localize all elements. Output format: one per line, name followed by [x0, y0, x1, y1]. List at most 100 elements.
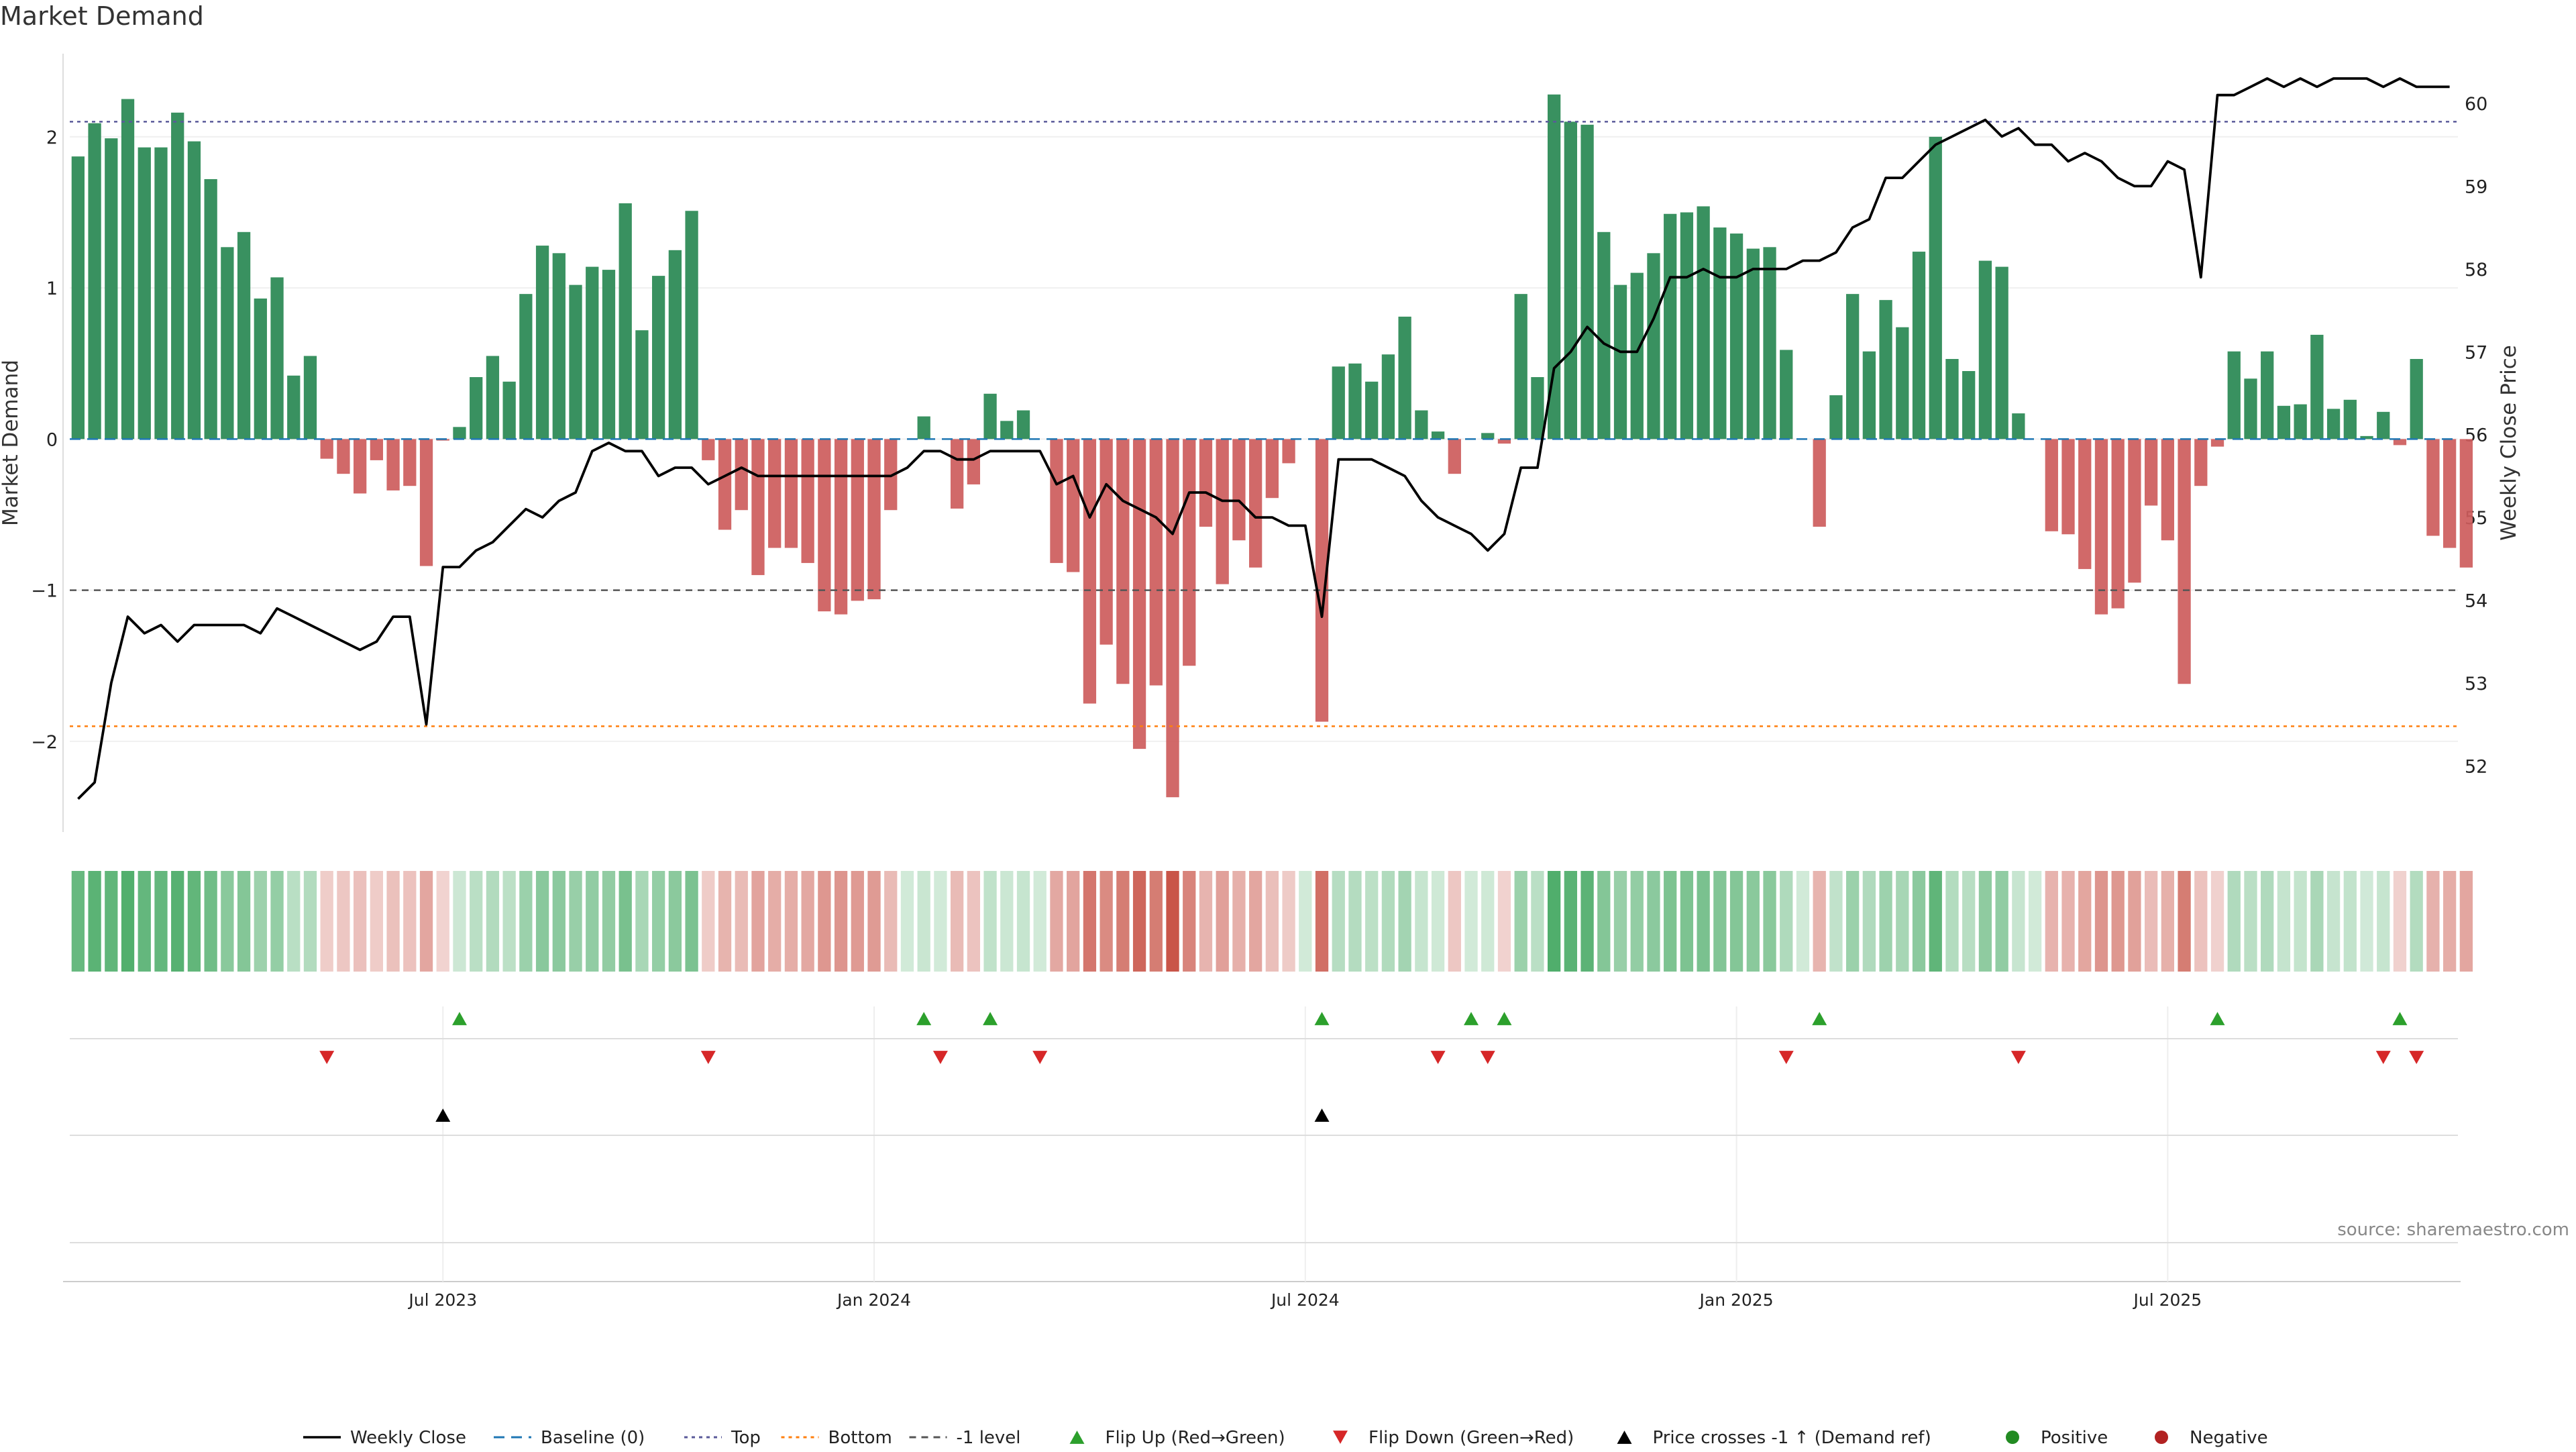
heat-strip-cell — [1265, 871, 1279, 972]
heat-strip-cell — [1547, 871, 1561, 972]
legend-item: Negative — [2155, 1428, 2268, 1448]
demand-bar — [320, 439, 333, 459]
heat-strip-cell — [2360, 871, 2373, 972]
demand-bar — [1497, 439, 1511, 444]
demand-bar — [950, 439, 964, 509]
heat-strip-cell — [668, 871, 682, 972]
demand-bar — [1630, 272, 1644, 439]
demand-bar — [851, 439, 864, 601]
demand-bar — [1514, 294, 1527, 439]
demand-bar — [1896, 327, 1909, 439]
heat-strip-cell — [105, 871, 118, 972]
demand-bar — [784, 439, 798, 548]
demand-bar — [88, 123, 101, 439]
demand-bar — [2244, 378, 2257, 439]
demand-bar — [2194, 439, 2208, 486]
demand-bar — [2144, 439, 2158, 506]
demand-bar — [619, 203, 632, 439]
flip-up-marker — [2392, 1012, 2408, 1025]
heat-strip-cell — [1083, 871, 1097, 972]
heat-strip-cell — [187, 871, 201, 972]
heat-strip-cell — [768, 871, 782, 972]
right-tick-label: 53 — [2465, 674, 2487, 694]
heat-strip-cell — [1166, 871, 1179, 972]
heat-strip-cell — [1962, 871, 1976, 972]
legend-item: -1 level — [909, 1428, 1021, 1448]
heat-strip-cell — [2012, 871, 2025, 972]
demand-bar — [2277, 405, 2291, 439]
heat-strip-cell — [1149, 871, 1163, 972]
heat-strip-cell — [1597, 871, 1611, 972]
demand-bar — [187, 141, 201, 439]
heat-strip-cell — [685, 871, 698, 972]
heat-strip-cell — [303, 871, 317, 972]
demand-bar — [1183, 439, 1196, 666]
heat-strip-cell — [1531, 871, 1544, 972]
demand-bar — [1978, 260, 1992, 439]
heat-strip-cell — [1729, 871, 1743, 972]
heat-strip-cell — [1481, 871, 1495, 972]
heat-strip-cell — [1680, 871, 1694, 972]
legend-label: Top — [731, 1428, 761, 1448]
heat-strip-cell — [1613, 871, 1627, 972]
demand-bar — [254, 298, 267, 439]
heat-strip-cell — [2094, 871, 2108, 972]
heat-strip-cell — [486, 871, 500, 972]
heat-strip-cell — [1862, 871, 1876, 972]
heat-strip-cell — [2244, 871, 2257, 972]
demand-bar — [2012, 413, 2025, 439]
demand-bar — [1050, 439, 1063, 564]
legend-label: Bottom — [828, 1428, 892, 1448]
demand-bar — [1945, 358, 1959, 439]
heat-strip-cell — [1763, 871, 1776, 972]
legend-item: Positive — [2006, 1428, 2108, 1448]
heat-strip-cell — [586, 871, 599, 972]
heat-strip-cell — [121, 871, 135, 972]
demand-bar — [1315, 439, 1329, 722]
heat-strip-cell — [1912, 871, 1926, 972]
demand-bar — [651, 276, 665, 439]
left-tick-label: −1 — [31, 581, 58, 602]
heat-strip-cell — [1183, 871, 1196, 972]
legend-label: Positive — [2041, 1428, 2108, 1448]
demand-bar — [2227, 351, 2241, 439]
heat-strip-cell — [1132, 871, 1146, 972]
heat-strip-cell — [1896, 871, 1909, 972]
demand-bar — [2111, 439, 2125, 609]
demand-bar — [801, 439, 814, 564]
demand-bar — [2078, 439, 2092, 570]
heat-strip-cell — [2227, 871, 2241, 972]
demand-bar — [1016, 410, 1030, 439]
heat-strip-cell — [1099, 871, 1113, 972]
flip-down-marker — [932, 1051, 948, 1064]
right-tick-label: 58 — [2465, 260, 2487, 280]
heat-strip-cell — [88, 871, 101, 972]
demand-bar — [2261, 351, 2274, 439]
heat-strip-cell — [2194, 871, 2208, 972]
heat-strip-cell — [221, 871, 234, 972]
heat-strip-cell — [1464, 871, 1478, 972]
demand-bar — [1580, 124, 1594, 439]
demand-bar — [1348, 363, 1362, 439]
demand-bar — [1613, 284, 1627, 439]
demand-bar — [1365, 381, 1379, 439]
heat-strip-cell — [320, 871, 333, 972]
demand-bar — [535, 246, 549, 439]
demand-bar — [1879, 300, 1892, 439]
demand-bar — [2360, 435, 2373, 439]
demand-bar — [569, 284, 582, 439]
heat-strip-cell — [2377, 871, 2390, 972]
heat-strip-cell — [1514, 871, 1527, 972]
demand-bar — [1166, 439, 1179, 798]
heat-strip-cell — [470, 871, 483, 972]
demand-bar — [121, 99, 135, 439]
demand-bar — [1729, 234, 1743, 439]
demand-bar — [2343, 399, 2357, 439]
heat-strip-cell — [1116, 871, 1130, 972]
heat-strip-cell — [370, 871, 384, 972]
heat-strip-cell — [1199, 871, 1213, 972]
heat-strip-cell — [1431, 871, 1445, 972]
x-tick-label: Jan 2024 — [836, 1290, 911, 1310]
heat-strip-cell — [71, 871, 85, 972]
